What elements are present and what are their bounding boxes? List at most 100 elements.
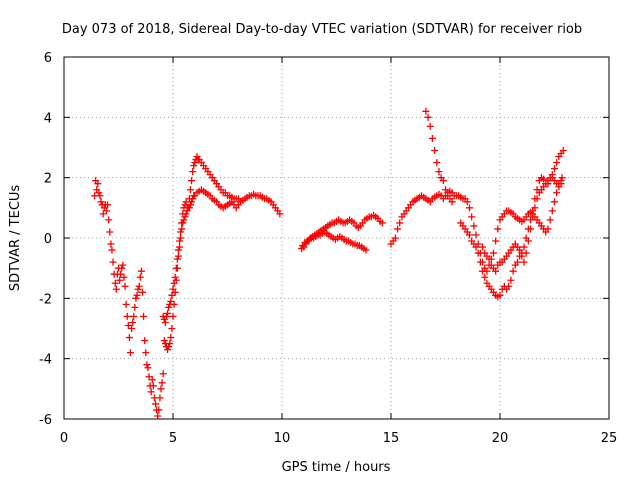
data-point: [119, 261, 127, 269]
data-point: [174, 246, 182, 254]
data-point: [107, 240, 115, 248]
data-point: [509, 267, 517, 275]
data-point: [180, 216, 188, 224]
y-tick-label: 6: [44, 51, 52, 66]
data-point: [391, 234, 399, 242]
data-point: [463, 198, 471, 206]
data-point: [126, 349, 134, 357]
data-point: [518, 252, 526, 260]
data-point: [170, 300, 178, 308]
data-point: [522, 249, 530, 257]
data-point: [177, 234, 185, 242]
x-tick-label: 0: [60, 431, 68, 446]
data-point: [489, 249, 497, 257]
data-point: [144, 364, 152, 372]
data-point: [559, 147, 567, 155]
data-point: [185, 204, 193, 212]
data-point: [190, 162, 198, 170]
data-point: [176, 237, 184, 245]
data-point: [168, 291, 176, 299]
data-point: [396, 219, 404, 227]
data-point: [188, 177, 196, 185]
data-point: [172, 276, 180, 284]
data-point: [167, 334, 175, 342]
data-point: [362, 246, 370, 254]
data-point: [524, 237, 532, 245]
data-point: [431, 147, 439, 155]
data-point: [96, 192, 104, 200]
data-point: [171, 288, 179, 296]
data-point: [474, 249, 482, 257]
data-point: [520, 243, 528, 251]
x-tick-label: 5: [169, 431, 177, 446]
data-point: [142, 349, 150, 357]
data-point: [111, 279, 119, 287]
data-point: [158, 379, 166, 387]
data-point: [118, 264, 126, 272]
data-point: [553, 189, 561, 197]
data-point: [136, 273, 144, 281]
data-point: [468, 213, 476, 221]
data-point: [165, 303, 173, 311]
x-tick-label: 20: [492, 431, 509, 446]
data-point: [492, 267, 500, 275]
data-point: [548, 207, 556, 215]
data-point: [162, 312, 170, 320]
data-point: [505, 282, 513, 290]
data-point: [156, 394, 164, 402]
data-series-segment-2: [298, 211, 386, 254]
data-point: [157, 385, 165, 393]
data-point: [117, 270, 125, 278]
data-point: [557, 177, 565, 185]
data-point: [169, 312, 177, 320]
data-point: [465, 231, 473, 239]
data-point: [165, 343, 173, 351]
data-point: [124, 321, 132, 329]
data-point: [551, 165, 558, 173]
data-point: [121, 282, 129, 290]
data-series-segment-3: [387, 107, 567, 301]
y-tick-label: -2: [39, 292, 52, 307]
data-point: [492, 237, 500, 245]
data-point: [149, 382, 157, 390]
data-points: [91, 107, 567, 420]
x-tick-label: 10: [274, 431, 291, 446]
data-point: [145, 373, 153, 381]
data-point: [173, 264, 181, 272]
data-point: [179, 219, 187, 227]
data-point: [485, 255, 493, 263]
x-tick-label: 15: [383, 431, 400, 446]
data-point: [448, 198, 456, 206]
data-point: [513, 258, 521, 266]
data-point: [544, 225, 552, 233]
data-point: [143, 361, 151, 369]
data-point: [177, 228, 185, 236]
data-point: [112, 285, 120, 293]
data-point: [105, 216, 113, 224]
x-tick-label: 25: [601, 431, 618, 446]
data-point: [507, 276, 515, 284]
data-point: [422, 107, 430, 115]
data-series-segment-1: [91, 153, 284, 420]
data-point: [152, 400, 160, 408]
data-point: [103, 207, 111, 215]
data-point: [529, 213, 537, 221]
data-point: [94, 180, 102, 188]
data-point: [553, 159, 561, 167]
data-point: [131, 303, 139, 311]
data-point: [442, 186, 449, 194]
data-point: [435, 168, 443, 176]
data-point: [159, 370, 167, 378]
data-point: [516, 246, 524, 254]
data-point: [161, 318, 169, 326]
data-point: [164, 309, 172, 317]
data-point: [533, 195, 541, 203]
chart-title: Day 073 of 2018, Sidereal Day-to-day VTE…: [62, 22, 582, 37]
data-point: [135, 282, 143, 290]
data-point: [472, 231, 480, 239]
data-point: [95, 189, 103, 197]
data-point: [109, 258, 117, 266]
data-point: [426, 122, 434, 130]
